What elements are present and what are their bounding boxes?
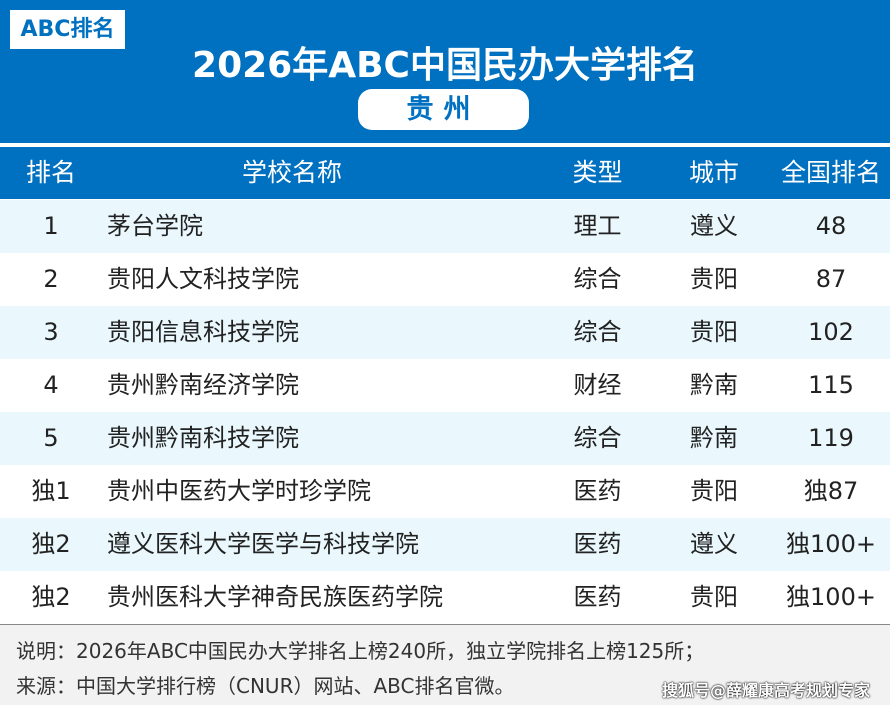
cell-national-rank: 119 — [808, 424, 854, 452]
cell-school: 贵阳信息科技学院 — [107, 318, 299, 346]
watermark: 搜狐号@薛耀康高考规划专家 — [661, 681, 870, 700]
cell-city: 贵阳 — [690, 318, 738, 346]
cell-type: 综合 — [573, 318, 622, 346]
cell-city: 黔南 — [690, 424, 738, 452]
cell-national-rank: 独87 — [803, 477, 859, 505]
cell-national-rank: 独100+ — [786, 583, 876, 611]
header-city: 城市 — [688, 158, 739, 187]
cell-national-rank: 115 — [808, 371, 854, 399]
header-type: 类型 — [572, 158, 623, 187]
cell-rank: 3 — [43, 318, 59, 346]
cell-rank: 2 — [43, 265, 59, 293]
abc-ranking-logo: ABC排名 — [10, 10, 125, 49]
table-row: 独2 遵义医科大学医学与科技学院 医药 遵义 独100+ — [0, 518, 890, 571]
table-row: 3 贵阳信息科技学院 综合 贵阳 102 — [0, 306, 890, 359]
cell-type: 医药 — [573, 583, 622, 611]
cell-national-rank: 48 — [815, 212, 847, 240]
cell-school: 遵义医科大学医学与科技学院 — [107, 530, 419, 558]
cell-type: 医药 — [573, 530, 622, 558]
cell-type: 理工 — [573, 212, 622, 240]
cell-national-rank: 独100+ — [786, 530, 876, 558]
table-row: 独1 贵州中医药大学时珍学院 医药 贵阳 独87 — [0, 465, 890, 518]
cell-type: 财经 — [573, 371, 622, 399]
cell-rank: 1 — [43, 212, 59, 240]
header-banner: ABC排名 2026年ABC中国民办大学排名 贵州 — [0, 0, 890, 143]
province-label: 贵州 — [358, 89, 529, 130]
cell-school: 贵州黔南经济学院 — [107, 371, 299, 399]
table-row: 1 茅台学院 理工 遵义 48 — [0, 200, 890, 253]
cell-city: 贵阳 — [690, 583, 738, 611]
cell-school: 贵州医科大学神奇民族医药学院 — [107, 583, 443, 611]
cell-school: 贵阳人文科技学院 — [107, 265, 299, 293]
cell-type: 综合 — [573, 265, 622, 293]
cell-rank: 独2 — [31, 583, 71, 611]
cell-type: 综合 — [573, 424, 622, 452]
footer-note: 说明：2026年ABC中国民办大学排名上榜240所，独立学院排名上榜125所； — [16, 639, 705, 663]
page-title: 2026年ABC中国民办大学排名 — [192, 45, 698, 86]
header-rank: 排名 — [25, 158, 76, 187]
cell-rank: 独2 — [31, 530, 71, 558]
cell-school: 贵州中医药大学时珍学院 — [107, 477, 371, 505]
cell-school: 茅台学院 — [107, 212, 203, 240]
footer: 说明：2026年ABC中国民办大学排名上榜240所，独立学院排名上榜125所； … — [0, 624, 890, 705]
table-row: 2 贵阳人文科技学院 综合 贵阳 87 — [0, 253, 890, 306]
cell-national-rank: 87 — [815, 265, 847, 293]
header-school: 学校名称 — [241, 158, 342, 187]
table-row: 4 贵州黔南经济学院 财经 黔南 115 — [0, 359, 890, 412]
cell-city: 黔南 — [690, 371, 738, 399]
cell-rank: 独1 — [31, 477, 71, 505]
header-national-rank: 全国排名 — [780, 158, 881, 187]
cell-city: 贵阳 — [690, 477, 738, 505]
cell-national-rank: 102 — [808, 318, 854, 346]
cell-school: 贵州黔南科技学院 — [107, 424, 299, 452]
table-row: 5 贵州黔南科技学院 综合 黔南 119 — [0, 412, 890, 465]
cell-city: 遵义 — [690, 212, 738, 240]
cell-rank: 4 — [43, 371, 59, 399]
table-row: 独2 贵州医科大学神奇民族医药学院 医药 贵阳 独100+ — [0, 571, 890, 624]
cell-type: 医药 — [573, 477, 622, 505]
cell-rank: 5 — [43, 424, 59, 452]
table-header: 排名 学校名称 类型 城市 全国排名 — [0, 147, 890, 199]
cell-city: 贵阳 — [690, 265, 738, 293]
cell-city: 遵义 — [690, 530, 738, 558]
footer-source: 来源：中国大学排行榜（CNUR）网站、ABC排名官微。 — [16, 674, 515, 698]
